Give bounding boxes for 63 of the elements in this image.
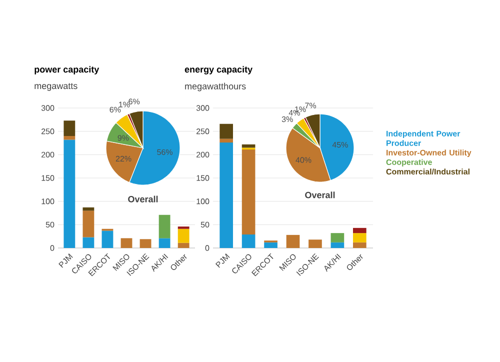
y-tick-label: 50 (46, 222, 54, 228)
bar (220, 138, 233, 143)
bar (82, 210, 94, 238)
bar (220, 124, 233, 139)
data-label: 45% (332, 142, 348, 148)
data-label: 3% (282, 116, 293, 122)
y-tick-label: 0 (205, 245, 210, 251)
text: Independent Power Producer (386, 130, 460, 146)
data-label: 6% (110, 106, 121, 112)
y-tick-label: 200 (42, 152, 54, 158)
y-tick-label: 300 (41, 105, 54, 111)
data-label: 1% (295, 106, 306, 112)
bar (242, 144, 256, 148)
text: Overall (128, 196, 158, 202)
y-tick-label: 0 (50, 245, 54, 251)
bar (158, 238, 170, 248)
text: Overall (305, 192, 335, 198)
y-tick-label: 250 (42, 128, 54, 134)
bar (242, 234, 256, 248)
y-tick-label: 300 (196, 105, 210, 111)
bar (120, 238, 132, 248)
text: Commercial/Industrial (386, 168, 470, 175)
y-tick-label: 100 (42, 198, 54, 204)
data-label: 1% (119, 102, 130, 108)
bar (330, 242, 344, 248)
chart-title: power capacity (34, 66, 100, 74)
data-label: 9% (118, 135, 129, 141)
bar (178, 242, 190, 248)
y-tick-label: 250 (196, 128, 210, 134)
text: Investor-Owned Utility (386, 150, 472, 158)
bar (286, 234, 300, 248)
data-label: 7% (305, 102, 316, 108)
text: Cooperative (386, 159, 432, 167)
chart-subtitle: megawatts (34, 83, 78, 91)
bar (353, 233, 366, 242)
bar (82, 237, 94, 248)
bar (220, 142, 233, 248)
bar (64, 136, 76, 140)
data-label: 4% (288, 110, 300, 116)
bar (330, 233, 344, 242)
y-tick-label: 50 (200, 222, 210, 228)
bar (178, 228, 190, 243)
bar (102, 230, 114, 248)
bar (140, 239, 152, 248)
y-tick-label: 150 (42, 175, 54, 181)
chart-subtitle: megawatthours (185, 82, 246, 92)
data-label: 22% (116, 156, 132, 162)
bar (353, 228, 366, 234)
bar (158, 214, 170, 238)
data-label: 40% (296, 157, 312, 163)
y-tick-label: 100 (196, 198, 210, 204)
bar (64, 140, 76, 248)
bar (264, 242, 278, 248)
y-tick-label: 200 (196, 152, 210, 158)
y-tick-label: 150 (196, 175, 210, 181)
data-label: 6% (128, 98, 140, 104)
chart-title: energy capacity (184, 66, 253, 74)
bar (353, 242, 366, 248)
bar (64, 120, 76, 136)
bar (82, 207, 94, 211)
bar (242, 150, 256, 234)
bar (308, 240, 322, 248)
data-label: 56% (157, 149, 173, 155)
